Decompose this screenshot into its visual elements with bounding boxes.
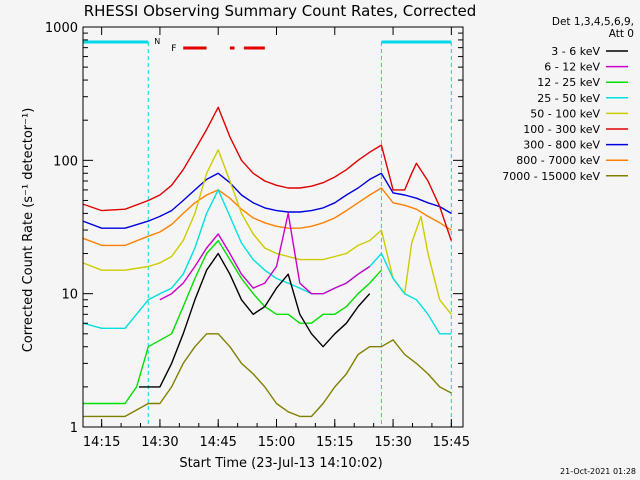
series-line-100-300kev [82, 106, 452, 241]
x-axis-label: Start Time (23-Jul-13 14:10:02) [179, 456, 382, 471]
y-tick-label: 10 [61, 288, 78, 303]
legend-label: 6 - 12 keV [544, 61, 600, 74]
x-axis: 14:15 14:30 14:45 15:00 15:15 15:30 15:45 [83, 27, 470, 450]
y-axis: 1 10 100 1000 [45, 21, 463, 436]
legend-label: 12 - 25 keV [537, 76, 600, 89]
x-tick-label: 15:00 [258, 435, 295, 450]
legend-header-line: Det 1,3,4,5,6,9, [552, 16, 634, 28]
legend-label: 7000 - 15000 keV [502, 170, 600, 183]
series-line-300-800kev [82, 172, 452, 229]
legend-label: 3 - 6 keV [551, 45, 600, 58]
legend-label: 50 - 100 keV [530, 107, 600, 120]
x-tick-label: 14:30 [141, 435, 178, 450]
legend-label: 800 - 7000 keV [516, 154, 600, 167]
legend-label: 100 - 300 keV [523, 123, 600, 136]
y-tick-label: 1 [70, 421, 78, 436]
x-tick-label: 15:45 [433, 435, 470, 450]
series-line-12-25kev [83, 239, 382, 405]
y-axis-label: Corrected Count Rate (s⁻¹ detector⁻¹) [21, 108, 36, 353]
series-lines [82, 106, 452, 418]
footer-date: 21-Oct-2021 01:28 [560, 467, 636, 476]
series-line-3-6kev [139, 252, 371, 388]
series-line-7000-15000kev [83, 333, 452, 418]
x-tick-label: 14:15 [83, 435, 120, 450]
x-tick-label: 15:15 [316, 435, 353, 450]
y-tick-label: 1000 [45, 21, 78, 36]
series-line-800-7000kev [82, 187, 452, 247]
night-indicators: N [83, 37, 452, 427]
night-label: N [154, 37, 160, 46]
legend: Det 1,3,4,5,6,9,Att 0 3 - 6 keV 6 - 12 keV… [502, 16, 634, 183]
y-tick-label: 100 [53, 154, 78, 169]
plot-frame [82, 26, 464, 428]
legend-header-line: Att 0 [609, 28, 634, 40]
chart-title: RHESSI Observing Summary Count Rates, Co… [84, 2, 477, 20]
x-tick-label: 14:45 [199, 435, 236, 450]
x-tick-label: 15:30 [374, 435, 411, 450]
legend-label: 300 - 800 keV [523, 139, 600, 152]
flare-label: F [171, 44, 176, 54]
legend-label: 25 - 50 keV [537, 92, 600, 105]
flare-indicators: F [171, 44, 265, 54]
series-line-6-12kev [159, 212, 371, 301]
